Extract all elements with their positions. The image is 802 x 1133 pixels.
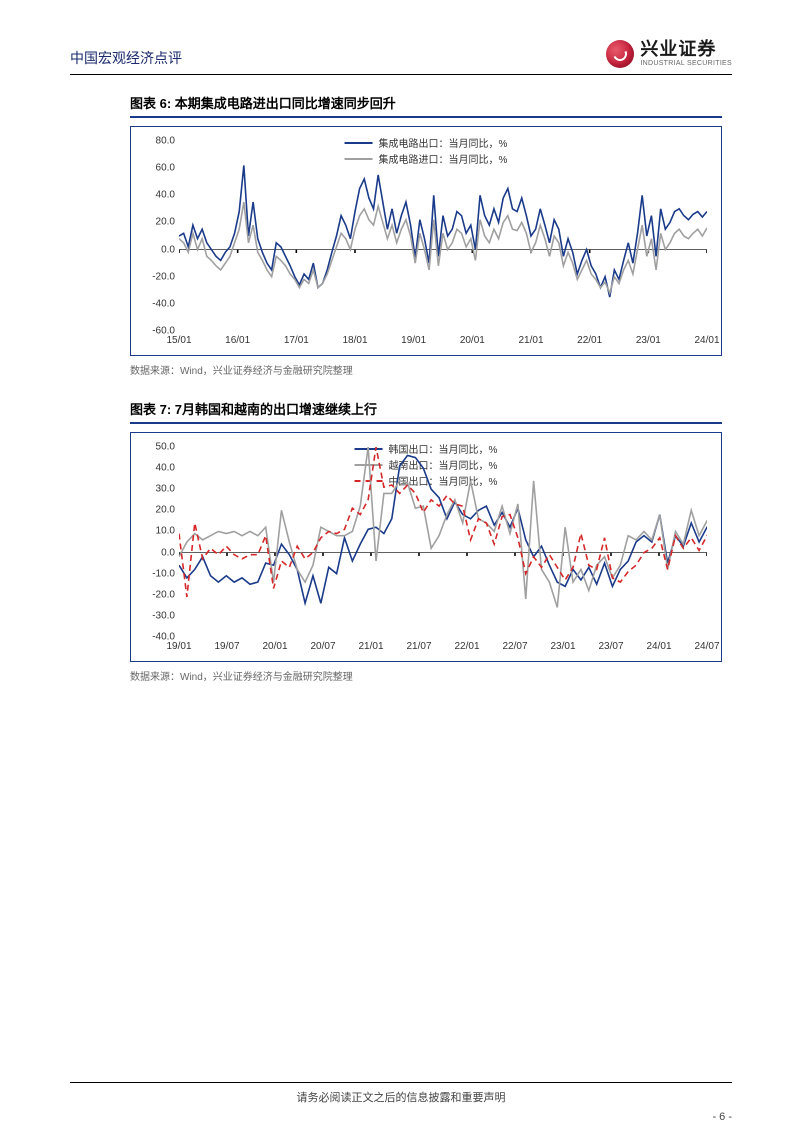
y-tick-label: 60.0: [156, 163, 175, 174]
chart-6-y-axis: 80.060.040.020.00.0-20.0-40.0-60.0: [141, 141, 177, 331]
x-tick-label: 21/01: [358, 641, 383, 652]
y-tick-label: -20.0: [152, 271, 175, 282]
y-tick-label: 50.0: [156, 442, 175, 453]
logo-mark-icon: [606, 40, 634, 68]
page-footer-disclaimer: 请务必阅读正文之后的信息披露和重要声明: [70, 1082, 732, 1105]
x-tick-label: 21/01: [518, 335, 543, 346]
chart-7-block: 图表 7: 7月韩国和越南的出口增速继续上行 韩国出口：当月同比，%越南出口：当…: [130, 399, 722, 683]
y-tick-label: 0.0: [161, 547, 175, 558]
chart-6-title: 图表 6: 本期集成电路进出口同比增速同步回升: [130, 93, 722, 118]
y-tick-label: 80.0: [156, 136, 175, 147]
x-tick-label: 22/01: [577, 335, 602, 346]
y-tick-label: 20.0: [156, 505, 175, 516]
chart-7-title: 图表 7: 7月韩国和越南的出口增速继续上行: [130, 399, 722, 424]
x-tick-label: 22/01: [454, 641, 479, 652]
page-header: 中国宏观经济点评 兴业证券 INDUSTRIAL SECURITIES: [70, 40, 732, 75]
x-tick-label: 23/01: [636, 335, 661, 346]
y-tick-label: -40.0: [152, 298, 175, 309]
chart-7-box: 韩国出口：当月同比，%越南出口：当月同比，%中国出口：当月同比，% 50.040…: [130, 432, 722, 662]
y-tick-label: -20.0: [152, 589, 175, 600]
x-tick-label: 21/07: [406, 641, 431, 652]
page-number: - 6 -: [712, 1111, 732, 1123]
y-tick-label: 30.0: [156, 484, 175, 495]
x-tick-label: 24/07: [694, 641, 719, 652]
doc-category: 中国宏观经济点评: [70, 48, 182, 68]
y-tick-label: 40.0: [156, 190, 175, 201]
chart-7-source: 数据来源：Wind，兴业证券经济与金融研究院整理: [130, 668, 722, 683]
x-tick-label: 17/01: [284, 335, 309, 346]
chart-6-plot: [179, 141, 707, 331]
chart-6-box: 集成电路出口：当月同比，%集成电路进口：当月同比，% 80.060.040.02…: [130, 126, 722, 356]
x-tick-label: 24/01: [694, 335, 719, 346]
x-tick-label: 23/01: [550, 641, 575, 652]
logo-text-en: INDUSTRIAL SECURITIES: [640, 60, 732, 68]
y-tick-label: 20.0: [156, 217, 175, 228]
x-tick-label: 20/01: [262, 641, 287, 652]
x-tick-label: 19/07: [214, 641, 239, 652]
x-tick-label: 19/01: [166, 641, 191, 652]
x-tick-label: 18/01: [342, 335, 367, 346]
x-tick-label: 15/01: [166, 335, 191, 346]
x-tick-label: 20/01: [460, 335, 485, 346]
chart-6-source: 数据来源：Wind，兴业证券经济与金融研究院整理: [130, 362, 722, 377]
chart-7-plot: [179, 447, 707, 637]
y-tick-label: 0.0: [161, 244, 175, 255]
brand-logo: 兴业证券 INDUSTRIAL SECURITIES: [606, 40, 732, 68]
x-tick-label: 19/01: [401, 335, 426, 346]
logo-text-cn: 兴业证券: [640, 40, 732, 60]
y-tick-label: -10.0: [152, 568, 175, 579]
x-tick-label: 24/01: [646, 641, 671, 652]
y-tick-label: 10.0: [156, 526, 175, 537]
y-tick-label: -30.0: [152, 610, 175, 621]
chart-7-y-axis: 50.040.030.020.010.00.0-10.0-20.0-30.0-4…: [141, 447, 177, 637]
x-tick-label: 22/07: [502, 641, 527, 652]
x-tick-label: 20/07: [310, 641, 335, 652]
chart-6-block: 图表 6: 本期集成电路进出口同比增速同步回升 集成电路出口：当月同比，%集成电…: [130, 93, 722, 377]
chart-7-x-axis: 19/0119/0720/0120/0721/0121/0722/0122/07…: [179, 641, 707, 655]
y-tick-label: 40.0: [156, 463, 175, 474]
chart-6-x-axis: 15/0116/0117/0118/0119/0120/0121/0122/01…: [179, 335, 707, 349]
x-tick-label: 23/07: [598, 641, 623, 652]
x-tick-label: 16/01: [225, 335, 250, 346]
